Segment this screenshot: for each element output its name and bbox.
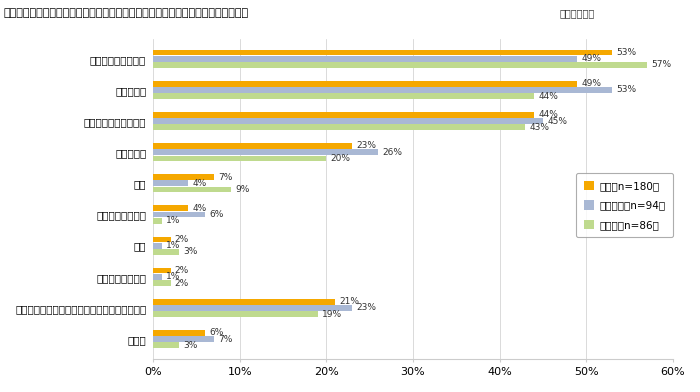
Text: 20%: 20% (330, 154, 351, 163)
Text: 6%: 6% (209, 210, 224, 219)
Bar (153, 218, 162, 223)
Text: 45%: 45% (547, 116, 567, 125)
Text: 43%: 43% (530, 123, 550, 132)
Text: 1%: 1% (166, 272, 181, 281)
Bar (153, 249, 179, 255)
Bar (153, 81, 578, 87)
Bar (153, 243, 162, 249)
Bar (153, 56, 578, 62)
Bar (153, 311, 318, 317)
Text: 23%: 23% (357, 142, 377, 151)
Bar (153, 62, 647, 68)
Bar (153, 118, 542, 124)
Bar (153, 174, 214, 180)
Bar (153, 156, 326, 162)
Text: 9%: 9% (235, 185, 250, 194)
Bar (153, 212, 205, 218)
Bar (153, 112, 534, 118)
Bar (153, 343, 179, 348)
Bar (153, 274, 162, 279)
Bar (153, 330, 205, 336)
Bar (153, 336, 214, 342)
Text: 44%: 44% (538, 110, 559, 119)
Text: 53%: 53% (617, 85, 636, 94)
Text: 6%: 6% (209, 328, 224, 338)
Text: 1%: 1% (166, 216, 181, 225)
Bar (153, 93, 534, 99)
Bar (153, 236, 171, 242)
Text: 3%: 3% (183, 341, 198, 350)
Text: 7%: 7% (218, 172, 232, 181)
Legend: 全体（n=180）, 大都市圏（n=94）, 地方圏（n=86）: 全体（n=180）, 大都市圏（n=94）, 地方圏（n=86） (576, 173, 673, 238)
Text: 7%: 7% (218, 335, 232, 344)
Bar (153, 87, 612, 93)
Bar (153, 205, 188, 211)
Text: 53%: 53% (617, 48, 636, 57)
Bar (153, 143, 352, 149)
Bar (153, 299, 335, 305)
Text: 2%: 2% (175, 235, 189, 244)
Text: 4%: 4% (193, 179, 206, 188)
Bar (153, 180, 188, 186)
Text: 4%: 4% (193, 204, 206, 213)
Bar (153, 149, 378, 155)
Text: 21%: 21% (340, 297, 359, 306)
Text: 44%: 44% (538, 92, 559, 101)
Text: 26%: 26% (383, 148, 402, 157)
Text: 49%: 49% (582, 54, 602, 63)
Text: 57%: 57% (651, 60, 671, 69)
Bar (153, 187, 231, 192)
Bar (153, 268, 171, 274)
Text: 3%: 3% (183, 247, 198, 256)
Bar (153, 280, 171, 286)
Text: 2%: 2% (175, 266, 189, 275)
Bar (153, 305, 352, 311)
Bar (153, 124, 526, 130)
Text: 【図２－２　コロナ禍により、ニーズが増えたリフォーム（リフォームの種類）】: 【図２－２ コロナ禍により、ニーズが増えたリフォーム（リフォームの種類）】 (4, 8, 248, 18)
Text: （複数回答）: （複数回答） (560, 8, 595, 18)
Text: 2%: 2% (175, 279, 189, 288)
Text: 49%: 49% (582, 79, 602, 88)
Text: 1%: 1% (166, 241, 181, 250)
Text: 19%: 19% (322, 310, 342, 319)
Text: 23%: 23% (357, 303, 377, 312)
Bar (153, 50, 612, 55)
